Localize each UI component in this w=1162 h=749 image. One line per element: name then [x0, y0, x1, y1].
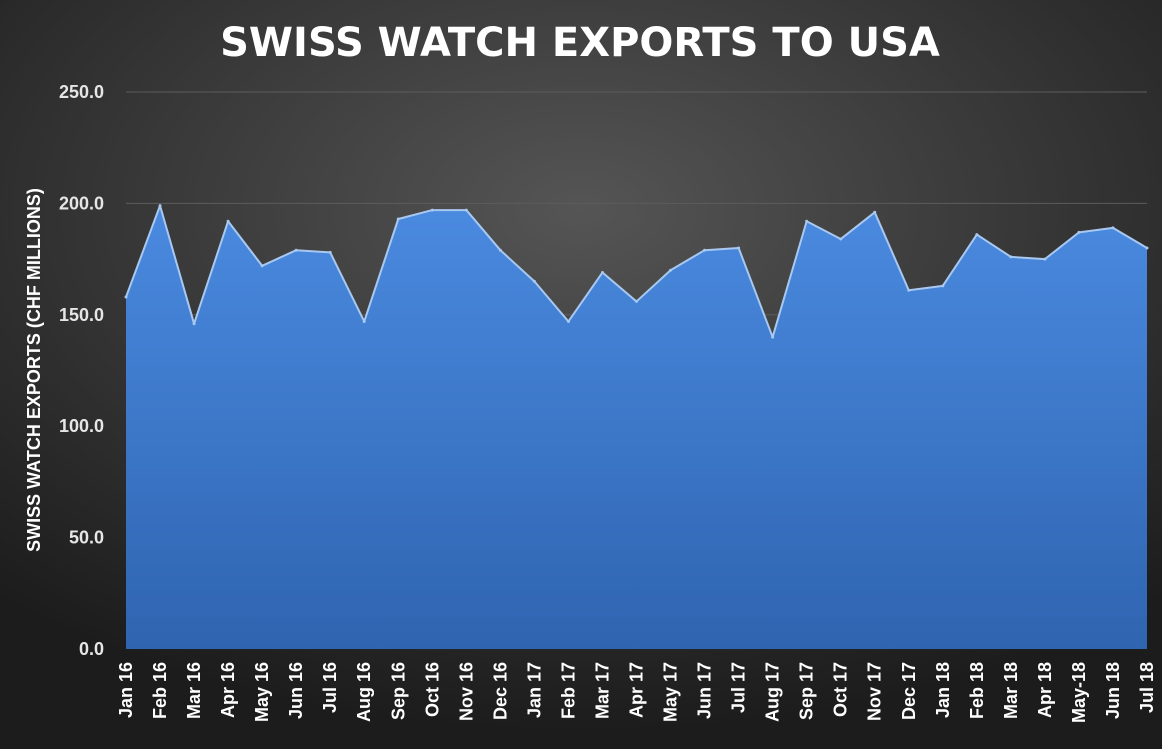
data-point	[703, 248, 707, 252]
y-axis-label: SWISS WATCH EXPORTS (CHF MILLIONS)	[24, 188, 44, 552]
data-point	[1111, 226, 1115, 230]
data-point	[362, 319, 366, 323]
y-tick-label: 200.0	[59, 193, 104, 213]
data-point	[805, 219, 809, 223]
data-point	[566, 319, 570, 323]
data-point	[1077, 230, 1081, 234]
data-point	[737, 246, 741, 250]
data-point	[975, 233, 979, 237]
data-point	[260, 264, 264, 268]
x-tick-label: Oct 16	[422, 662, 442, 717]
data-point	[941, 284, 945, 288]
x-tick-label: Jul 18	[1137, 662, 1157, 713]
x-tick-label: Jul 17	[729, 662, 749, 713]
x-tick-label: Apr 18	[1035, 662, 1055, 718]
x-tick-label: Sep 16	[388, 662, 408, 720]
x-tick-label: Sep 17	[797, 662, 817, 720]
data-point	[532, 279, 536, 283]
y-tick-label: 150.0	[59, 305, 104, 325]
x-tick-label: Jan 16	[116, 662, 136, 718]
data-point	[1043, 257, 1047, 261]
data-point	[226, 219, 230, 223]
x-tick-label: Aug 16	[354, 662, 374, 722]
x-tick-label: Nov 17	[865, 662, 885, 721]
data-point	[839, 237, 843, 241]
data-point	[600, 270, 604, 274]
x-tick-label: Mar 17	[592, 662, 612, 719]
x-tick-label: Nov 16	[456, 662, 476, 721]
y-tick-label: 50.0	[69, 528, 104, 548]
x-tick-label: Dec 16	[490, 662, 510, 720]
x-tick-label: Apr 17	[627, 662, 647, 718]
data-point	[873, 210, 877, 214]
x-tick-label: Jan 18	[933, 662, 953, 718]
area-series	[124, 204, 1149, 649]
data-point	[192, 322, 196, 326]
x-tick-label: Aug 17	[763, 662, 783, 722]
x-tick-label: Feb 18	[967, 662, 987, 719]
x-tick-label: Dec 17	[899, 662, 919, 720]
data-point	[1145, 246, 1149, 250]
x-tick-label: Mar 18	[1001, 662, 1021, 719]
x-tick-label: Feb 17	[558, 662, 578, 719]
data-point	[464, 208, 468, 212]
data-point	[124, 295, 128, 299]
area-fill	[126, 205, 1147, 649]
x-tick-label: Jun 16	[286, 662, 306, 719]
y-tick-label: 250.0	[59, 82, 104, 102]
x-tick-label: Jul 16	[320, 662, 340, 713]
data-point	[430, 208, 434, 212]
x-tick-label: Jun 18	[1103, 662, 1123, 719]
data-point	[328, 250, 332, 254]
x-tick-label: Apr 16	[218, 662, 238, 718]
x-tick-label: May 16	[252, 662, 272, 722]
data-point	[771, 335, 775, 339]
data-point	[158, 204, 162, 208]
x-tick-label: Oct 17	[831, 662, 851, 717]
data-point	[635, 299, 638, 303]
data-point	[669, 268, 673, 272]
x-tick-label: Mar 16	[184, 662, 204, 719]
x-tick-label: May-18	[1069, 662, 1089, 723]
data-point	[294, 248, 298, 252]
x-axis-ticks: Jan 16 Feb 16 Mar 16 Apr 16 May 16 Jun 16 Jul …	[116, 662, 1157, 723]
y-tick-label: 0.0	[79, 639, 104, 659]
y-axis-ticks: 0.0 50.0 100.0 150.0 200.0 250.0	[59, 82, 104, 659]
data-point	[907, 288, 911, 292]
chart-title: SWISS WATCH EXPORTS TO USA	[220, 20, 940, 66]
data-point	[1009, 255, 1013, 259]
x-tick-label: Jan 17	[524, 662, 544, 718]
x-tick-label: Jun 17	[695, 662, 715, 719]
x-tick-label: Feb 16	[150, 662, 170, 719]
data-point	[498, 248, 502, 252]
data-point	[396, 217, 400, 221]
y-tick-label: 100.0	[59, 416, 104, 436]
x-tick-label: May 17	[661, 662, 681, 722]
